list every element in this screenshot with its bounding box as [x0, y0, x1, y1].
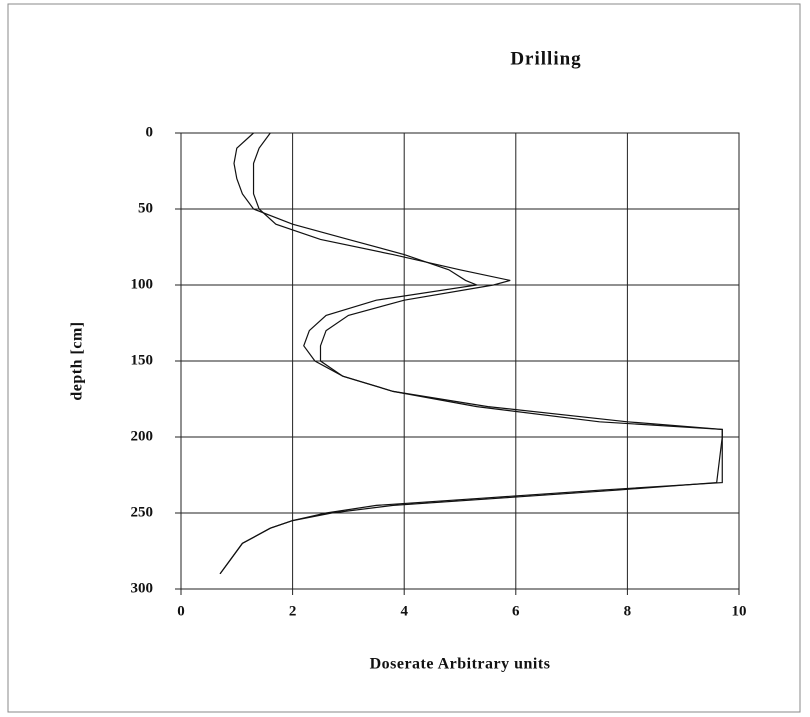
data-line	[219, 132, 723, 575]
x-tick-label: 0	[177, 603, 185, 619]
data-line	[219, 132, 723, 575]
y-tick-label: 150	[131, 352, 154, 368]
y-tick-label: 0	[146, 124, 154, 140]
y-axis-label: depth [cm]	[69, 321, 86, 400]
y-tick-label: 50	[138, 200, 153, 216]
plot-border	[180, 132, 740, 590]
x-axis-label: Doserate Arbitrary units	[370, 656, 551, 673]
y-tick-label: 300	[131, 580, 154, 596]
y-tick-label: 200	[131, 428, 154, 444]
y-tick-label: 100	[131, 276, 154, 292]
x-tick-label: 2	[289, 603, 297, 619]
x-tick-label: 8	[624, 603, 632, 619]
chart-title: Drilling	[510, 48, 581, 69]
x-tick-label: 4	[400, 603, 408, 619]
y-tick-label: 250	[131, 504, 154, 520]
x-tick-label: 6	[512, 603, 520, 619]
x-tick-label: 10	[732, 603, 747, 619]
frame	[7, 3, 801, 713]
